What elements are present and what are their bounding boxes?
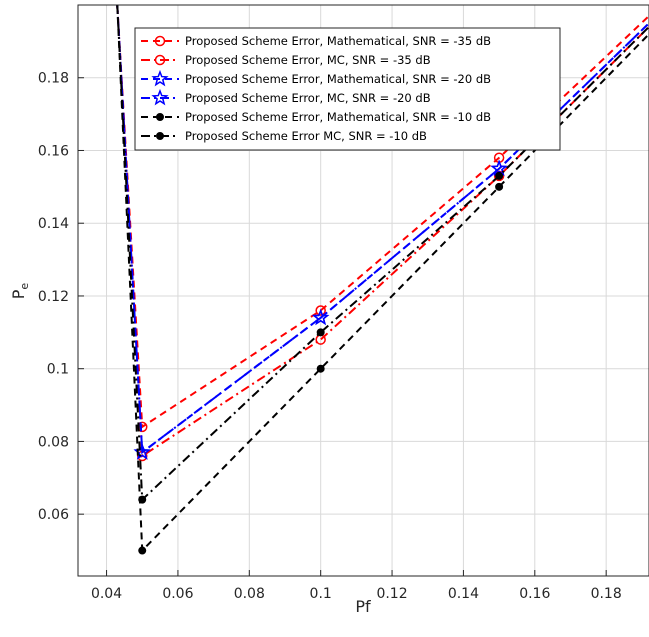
data-point [312,308,330,326]
x-axis-label: Pf [355,597,371,616]
x-tick-label: 0.12 [376,586,407,602]
legend-item: Proposed Scheme Error, Mathematical, SNR… [141,34,491,48]
y-tick-label: 0.1 [47,362,69,378]
legend-item: Proposed Scheme Error, Mathematical, SNR… [141,110,491,124]
legend-label: Proposed Scheme Error, MC, SNR = -20 dB [185,91,431,105]
legend-label: Proposed Scheme Error, Mathematical, SNR… [185,110,491,124]
series-line [116,4,649,553]
data-point [138,546,147,555]
legend-marker [151,69,169,87]
y-axis-label-main: P [9,289,28,299]
x-tick-label: 0.14 [448,586,479,602]
x-tick-label: 0.18 [591,586,622,602]
data-point [315,305,326,316]
x-tick-label: 0.06 [162,586,193,602]
legend-marker [156,132,164,140]
data-point [316,364,325,373]
legend-label: Proposed Scheme Error, MC, SNR = -35 dB [185,53,431,67]
data-point [316,328,325,337]
x-axis-ticks: 0.04 0.06 0.08 0.1 0.12 0.14 0.16 0.18 [91,570,622,602]
legend-item: Proposed Scheme Error, Mathematical, SNR… [141,69,491,87]
x-tick-label: 0.04 [91,586,122,602]
legend-marker [156,113,164,121]
x-tick-label: 0.1 [310,586,332,602]
y-tick-label: 0.18 [38,71,69,87]
legend-item: Proposed Scheme Error MC, SNR = -10 dB [141,129,427,143]
x-tick-label: 0.16 [519,586,550,602]
legend-marker [154,54,166,66]
legend: Proposed Scheme Error, Mathematical, SNR… [134,27,561,151]
legend-item: Proposed Scheme Error, MC, SNR = -35 dB [141,53,431,67]
data-point [495,182,504,191]
y-axis-label: Pe [9,283,31,300]
legend-label: Proposed Scheme Error MC, SNR = -10 dB [185,129,427,143]
legend-box [134,27,561,151]
series-4 [116,4,649,555]
plot-frame [77,4,649,577]
y-tick-label: 0.12 [38,289,69,305]
legend-item: Proposed Scheme Error, MC, SNR = -20 dB [141,88,431,106]
data-point [490,159,508,177]
legend-marker [151,88,169,106]
x-tick-label: 0.08 [234,586,265,602]
y-tick-label: 0.08 [38,434,69,450]
y-tick-label: 0.14 [38,216,69,232]
data-point [495,171,504,180]
y-axis-ticks: 0.06 0.08 0.1 0.12 0.14 0.16 0.18 [38,71,84,523]
y-tick-label: 0.06 [38,507,69,523]
legend-label: Proposed Scheme Error, Mathematical, SNR… [185,72,491,86]
data-point [138,495,147,504]
legend-marker [154,35,166,47]
y-tick-label: 0.16 [38,143,69,159]
y-axis-label-subscript: e [18,283,31,290]
legend-label: Proposed Scheme Error, Mathematical, SNR… [185,34,491,48]
